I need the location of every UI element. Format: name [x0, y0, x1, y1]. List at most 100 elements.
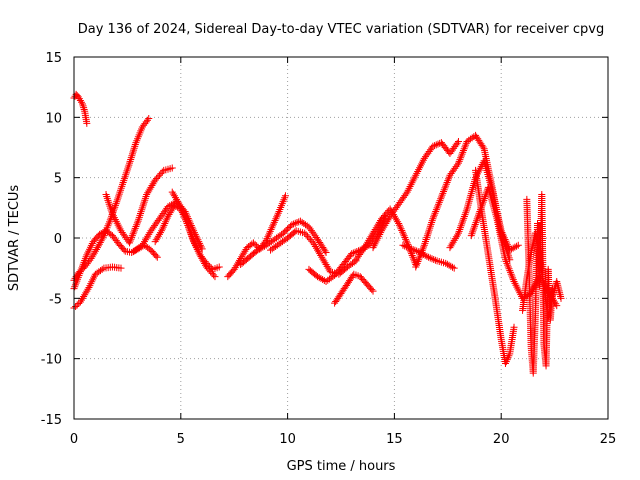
data-point	[145, 115, 153, 123]
data-point	[168, 164, 176, 172]
data-point	[74, 93, 82, 101]
data-point	[379, 225, 387, 233]
data-point	[158, 225, 166, 233]
y-tick-label: 0	[54, 232, 62, 247]
data-point	[92, 245, 100, 253]
data-point	[348, 250, 356, 258]
data-point	[316, 250, 324, 258]
data-point	[503, 239, 511, 247]
data-point	[415, 254, 423, 262]
data-point	[80, 105, 88, 113]
data-point	[448, 263, 456, 271]
data-point	[445, 175, 453, 183]
data-point	[382, 210, 390, 218]
data-point	[411, 246, 419, 254]
data-point	[399, 241, 407, 249]
data-point	[441, 184, 449, 192]
data-point	[73, 301, 81, 309]
data-point	[309, 239, 317, 247]
data-point	[453, 139, 461, 147]
data-point	[89, 251, 97, 259]
data-point	[144, 189, 152, 197]
x-tick-label: 15	[386, 432, 403, 447]
data-point	[503, 241, 511, 249]
data-point	[315, 248, 323, 256]
data-point	[163, 214, 171, 222]
data-point	[461, 143, 469, 151]
data-point	[233, 260, 241, 268]
data-point	[77, 98, 85, 106]
data-point	[201, 258, 209, 266]
data-point	[273, 211, 281, 219]
data-point	[80, 293, 88, 301]
data-point	[263, 235, 271, 243]
data-point	[505, 265, 513, 273]
data-point	[432, 207, 440, 215]
data-point	[410, 255, 418, 263]
data-point	[425, 253, 433, 261]
data-point	[157, 170, 165, 178]
data-point	[362, 242, 370, 250]
data-point	[395, 221, 403, 229]
data-point	[173, 195, 181, 203]
data-point	[147, 183, 155, 191]
data-point	[318, 253, 326, 261]
data-point	[509, 276, 517, 284]
data-point	[96, 230, 104, 238]
data-point	[379, 213, 387, 221]
data-point	[94, 242, 102, 250]
data-point	[79, 294, 87, 302]
data-point	[446, 244, 454, 252]
series-arc-4	[70, 263, 125, 312]
data-point	[231, 264, 239, 272]
data-point	[436, 139, 444, 147]
data-point	[459, 147, 467, 155]
data-point	[88, 253, 96, 261]
series-arc-2	[70, 115, 153, 284]
y-tick-label: -15	[41, 413, 62, 428]
data-point	[432, 141, 440, 149]
data-point	[188, 234, 196, 242]
data-point	[176, 201, 184, 209]
data-point	[210, 271, 218, 279]
data-point	[402, 190, 410, 198]
data-point	[168, 205, 176, 213]
data-point	[414, 258, 422, 266]
data-point	[146, 185, 154, 193]
data-point	[322, 261, 330, 269]
data-point	[454, 159, 462, 167]
data-point	[393, 216, 401, 224]
data-point	[151, 238, 159, 246]
data-point	[302, 231, 310, 239]
data-point	[440, 188, 448, 196]
data-point	[438, 191, 446, 199]
data-point	[429, 215, 437, 223]
data-point	[269, 220, 277, 228]
series-arc-22	[519, 229, 565, 322]
y-tick-label: 5	[54, 172, 62, 187]
data-point	[397, 225, 405, 233]
data-point	[76, 96, 84, 104]
data-point	[291, 219, 299, 227]
data-point	[83, 119, 91, 127]
data-point	[433, 204, 441, 212]
data-point	[369, 287, 377, 295]
data-point	[158, 168, 166, 176]
data-point	[142, 236, 150, 244]
data-point	[553, 302, 561, 310]
data-point	[111, 203, 119, 211]
data-point	[453, 161, 461, 169]
data-point	[149, 180, 157, 188]
data-point	[148, 182, 156, 190]
data-point	[402, 235, 410, 243]
data-point	[507, 270, 515, 278]
data-point	[270, 218, 278, 226]
data-point	[184, 223, 192, 231]
data-point	[241, 247, 249, 255]
data-point	[503, 259, 511, 267]
series-arc-5	[102, 164, 176, 247]
data-point	[143, 234, 151, 242]
data-point	[167, 207, 175, 215]
data-point	[130, 228, 138, 236]
data-point	[162, 218, 170, 226]
